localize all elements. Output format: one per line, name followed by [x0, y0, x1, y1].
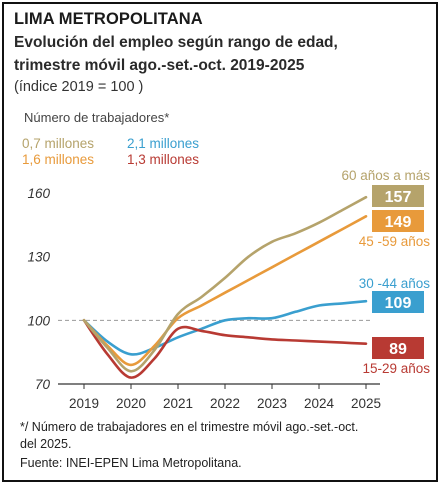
y-tick-label: 100: [27, 313, 50, 328]
legend-entry: 0,7 millones: [22, 136, 94, 151]
legend-entry: 2,1 millones: [127, 136, 199, 151]
x-tick-label: 2024: [304, 396, 335, 411]
chart-subtitle-line-2: trimestre móvil ago.-set.-oct. 2019-2025: [14, 57, 305, 74]
y-tick-label: 130: [27, 250, 50, 265]
legend-entry: 1,6 millones: [22, 152, 94, 167]
series-name-label: 15-29 años: [362, 361, 430, 376]
series-line: [82, 319, 368, 379]
y-tick-label: 70: [35, 377, 51, 392]
legend-title: Número de trabajadores*: [24, 110, 169, 125]
series-name-label: 45 -59 años: [359, 234, 431, 249]
end-value-label: 89: [389, 341, 407, 358]
chart-subtitle-line-1: Evolución del empleo según rango de edad…: [14, 34, 338, 51]
series-line: [82, 299, 368, 356]
y-tick-label: 160: [27, 186, 50, 201]
x-tick-label: 2020: [116, 396, 146, 411]
x-tick-label: 2023: [257, 396, 287, 411]
end-value-box: [372, 185, 424, 207]
index-note: (índice 2019 = 100 ): [14, 79, 144, 95]
chart-title: LIMA METROPOLITANA: [14, 10, 203, 28]
x-tick-label: 2021: [163, 396, 193, 411]
end-value-label: 149: [385, 214, 412, 231]
end-value-box: [372, 337, 424, 359]
end-value-label: 109: [385, 295, 412, 312]
end-value-box: [372, 210, 424, 232]
legend-entry: 1,3 millones: [127, 152, 199, 167]
x-tick-label: 2019: [69, 396, 99, 411]
x-tick-label: 2025: [351, 396, 381, 411]
x-tick-label: 2022: [210, 396, 240, 411]
series-name-label: 30 -44 años: [359, 276, 431, 291]
source-note: Fuente: INEI-EPEN Lima Metropolitana.: [20, 456, 242, 470]
footnote-line-2: del 2025.: [20, 437, 72, 451]
end-value-box: [372, 291, 424, 313]
series-line: [82, 195, 368, 373]
series-line: [82, 215, 368, 367]
series-name-label: 60 años a más: [341, 168, 430, 183]
footnote-line-1: */ Número de trabajadores en el trimestr…: [20, 420, 359, 434]
end-value-label: 157: [385, 189, 412, 206]
